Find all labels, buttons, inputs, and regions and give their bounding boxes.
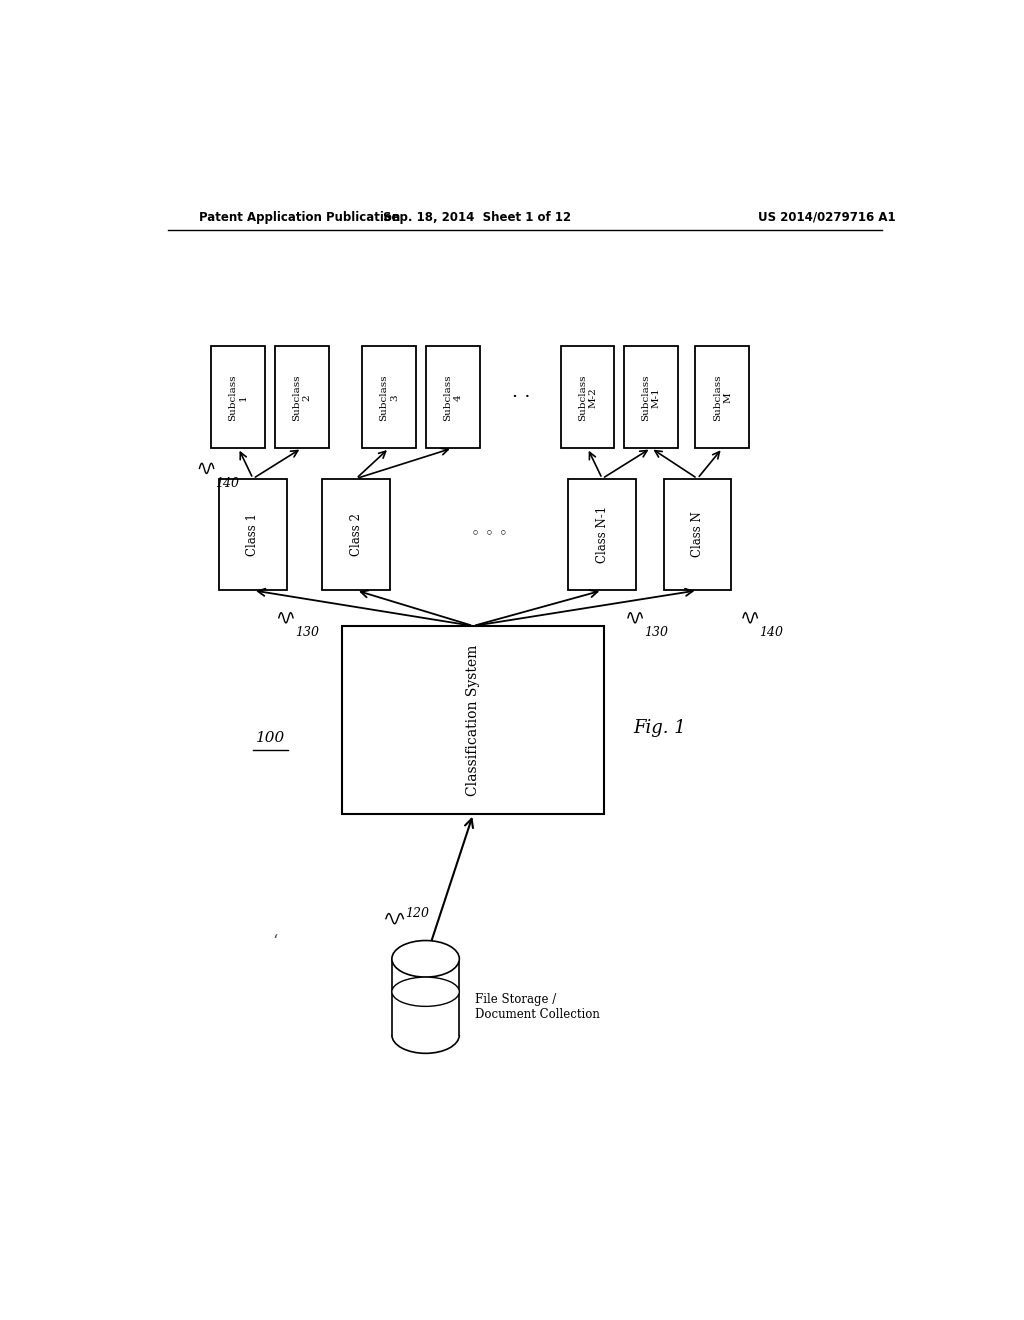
Bar	[664, 479, 731, 590]
Text: ‘: ‘	[272, 932, 278, 949]
Text: Patent Application Publication: Patent Application Publication	[200, 211, 400, 224]
Text: Subclass
2: Subclass 2	[292, 374, 311, 421]
Text: Fig. 1: Fig. 1	[633, 718, 686, 737]
Text: Subclass
M-2: Subclass M-2	[578, 374, 597, 421]
Bar	[219, 479, 287, 590]
Bar	[560, 346, 614, 447]
Text: File Storage /
Document Collection: File Storage / Document Collection	[475, 993, 600, 1022]
Text: Class 1: Class 1	[247, 513, 259, 556]
Bar	[211, 346, 265, 447]
Bar	[274, 346, 329, 447]
Text: 140: 140	[215, 477, 240, 490]
Bar	[568, 479, 636, 590]
Text: ◦ ◦ ◦: ◦ ◦ ◦	[471, 528, 508, 541]
Text: Class N-1: Class N-1	[596, 506, 608, 564]
Bar	[695, 346, 750, 447]
Text: · ·: · ·	[512, 388, 530, 407]
Text: Classification System: Classification System	[466, 644, 480, 796]
Ellipse shape	[392, 977, 460, 1006]
Bar	[624, 346, 678, 447]
Text: 140: 140	[759, 626, 783, 639]
Text: Subclass
3: Subclass 3	[380, 374, 398, 421]
Text: Class N: Class N	[691, 512, 703, 557]
Text: US 2014/0279716 A1: US 2014/0279716 A1	[758, 211, 895, 224]
Text: 130: 130	[295, 626, 318, 639]
Text: Subclass
M: Subclass M	[713, 374, 732, 421]
Text: Subclass
1: Subclass 1	[228, 374, 248, 421]
Text: 120: 120	[404, 907, 429, 920]
Bar	[342, 626, 604, 814]
Text: Class 2: Class 2	[349, 513, 362, 556]
Text: Subclass
M-1: Subclass M-1	[641, 374, 660, 421]
Bar	[426, 346, 479, 447]
Text: 100: 100	[256, 731, 286, 744]
Text: Subclass
4: Subclass 4	[443, 374, 462, 421]
Text: 130: 130	[644, 626, 668, 639]
Bar	[323, 479, 390, 590]
Bar	[362, 346, 416, 447]
Text: Sep. 18, 2014  Sheet 1 of 12: Sep. 18, 2014 Sheet 1 of 12	[383, 211, 571, 224]
Ellipse shape	[392, 941, 460, 977]
